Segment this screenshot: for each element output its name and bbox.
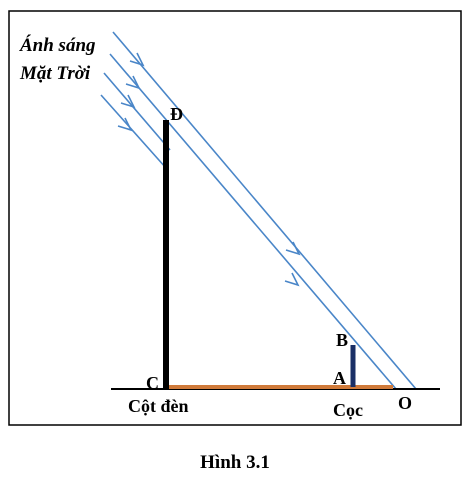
point-c-label: C xyxy=(146,373,159,393)
ray-arrow-icon xyxy=(117,117,133,132)
point-b-label: B xyxy=(336,330,348,350)
sun-ray xyxy=(109,53,397,390)
ray-arrows xyxy=(117,52,301,287)
ray-arrow-icon xyxy=(120,94,136,109)
pole-label: Cột đèn xyxy=(128,396,189,416)
stake-label: Cọc xyxy=(333,400,363,420)
ray-arrow-icon xyxy=(285,241,301,256)
sun-rays xyxy=(100,31,417,390)
point-d-label: Đ xyxy=(170,104,183,124)
point-a-label: A xyxy=(333,368,346,388)
ray-arrow-icon xyxy=(125,75,141,90)
ray-arrow-icon xyxy=(129,52,145,67)
point-o-label: O xyxy=(398,393,412,413)
sunlight-label-line2: Mặt Trời xyxy=(19,63,91,84)
sun-ray xyxy=(103,72,171,151)
sunlight-label-line1: Ánh sáng xyxy=(19,34,96,56)
sun-ray xyxy=(112,31,417,390)
figure-frame xyxy=(8,10,462,426)
ray-arrow-icon xyxy=(284,272,300,287)
figure-caption: Hình 3.1 xyxy=(200,452,270,473)
sun-ray xyxy=(100,94,167,169)
